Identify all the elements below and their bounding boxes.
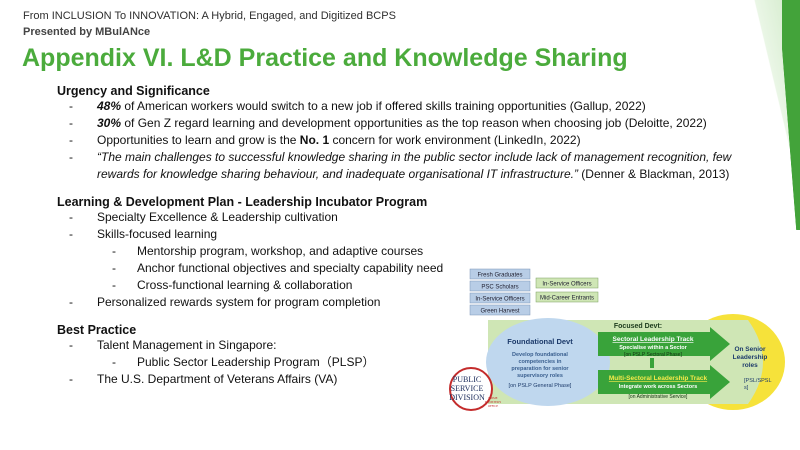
- senior-title: Leadership: [733, 354, 768, 361]
- foundational-desc: Develop foundational: [512, 352, 568, 358]
- public-service-division-logo: PUBLIC SERVICE DIVISION PRIME MINISTER'S…: [449, 367, 502, 411]
- sectoral-phase: [on PSLP Sectoral Phase]: [624, 352, 682, 358]
- entry-right-group: In-Service Officers Mid-Career Entrants: [535, 277, 599, 303]
- entry-in-service-officers: In-Service Officers: [542, 282, 591, 288]
- bullet-text: Specialty Excellence & Leadership cultiv…: [97, 210, 338, 224]
- bullet-text: The U.S. Department of Veterans Affairs …: [97, 372, 338, 386]
- bullet-dash: -: [69, 99, 73, 113]
- bullet-dash: -: [69, 338, 73, 352]
- bullet-text: of American workers would switch to a ne…: [121, 99, 646, 113]
- list-item: - Opportunities to learn and grow is the…: [57, 132, 757, 149]
- senior-phase: [PSL/SPSL: [744, 378, 772, 384]
- stat-48: 48%: [97, 99, 122, 113]
- entry-psc-scholars: PSC Scholars: [481, 285, 518, 291]
- corner-accent-dark: [782, 0, 800, 230]
- entry-fresh-graduates: Fresh Graduates: [477, 273, 522, 279]
- bullet-text: Cross-functional learning & collaboratio…: [137, 278, 353, 292]
- presentation-title: From INCLUSION To INNOVATION: A Hybrid, …: [23, 10, 396, 22]
- multi-sectoral-arrow: [598, 365, 730, 399]
- entry-left-group: Fresh Graduates PSC Scholars In-Service …: [469, 268, 531, 316]
- logo-text: DIVISION: [449, 393, 485, 402]
- list-item: - The U.S. Department of Veterans Affair…: [57, 371, 757, 388]
- foundational-desc: supervisory roles: [517, 373, 563, 379]
- stat-30: 30%: [97, 116, 122, 130]
- foundational-desc: competencies in: [518, 359, 562, 365]
- bullet-text: Anchor functional objectives and special…: [137, 261, 444, 275]
- presenter-line: Presented by MBulANce: [23, 26, 151, 38]
- senior-phase: s]: [744, 385, 749, 391]
- list-item: - Skills-focused learning: [57, 226, 757, 243]
- entry-in-service: In-Service Officers: [475, 297, 524, 303]
- multi-sub: Integrate work across Sectors: [619, 384, 698, 390]
- bullet-dash: -: [69, 372, 73, 386]
- bullet-text: Mentorship program, workshop, and adapti…: [137, 244, 424, 258]
- bullet-dash: -: [69, 227, 73, 241]
- bullet-dash: -: [69, 210, 73, 224]
- list-item: - Personalized rewards system for progra…: [57, 294, 757, 311]
- list-item: - Public Sector Leadership Program（PLSP）: [57, 354, 757, 371]
- bullet-text: of Gen Z regard learning and development…: [121, 116, 707, 130]
- focused-title: Focused Devt:: [614, 323, 662, 330]
- track-connector: [650, 358, 654, 368]
- multi-phase: [on Administrative Service]: [629, 394, 689, 400]
- foundational-phase: [on PSLP General Phase]: [509, 383, 572, 389]
- entry-green-harvest: Green Harvest: [480, 309, 519, 315]
- best-practice-heading: Best Practice: [57, 323, 137, 337]
- foundational-title: Foundational Devt: [507, 337, 573, 346]
- stat-no1: No. 1: [299, 133, 330, 147]
- senior-title: roles: [742, 362, 758, 369]
- list-item: - Anchor functional objectives and speci…: [57, 260, 757, 277]
- list-item: - 30% of Gen Z regard learning and devel…: [57, 115, 757, 132]
- multi-title: Multi-Sectoral Leadership Track: [609, 375, 708, 382]
- plan-heading: Learning & Development Plan - Leadership…: [57, 195, 428, 209]
- sectoral-sub: Specialise within a Sector: [619, 345, 687, 351]
- logo-small: MINISTER'S: [485, 400, 502, 404]
- foundational-ellipse: [486, 318, 610, 406]
- list-item: - “The main challenges to successful kno…: [57, 149, 752, 183]
- list-item: - Specialty Excellence & Leadership cult…: [57, 209, 757, 226]
- bullet-text: Opportunities to learn and grow is the: [97, 133, 300, 147]
- bullet-dash: -: [69, 150, 73, 164]
- bullet-text: concern for work environment (LinkedIn, …: [329, 133, 581, 147]
- list-item: - Cross-functional learning & collaborat…: [57, 277, 757, 294]
- senior-title: On Senior: [734, 346, 766, 353]
- bullet-text: Talent Management in Singapore:: [97, 338, 277, 352]
- bullet-dash: -: [112, 278, 116, 292]
- logo-small: PRIME: [488, 396, 497, 400]
- bullet-text: Personalized rewards system for program …: [97, 295, 381, 309]
- bullet-dash: -: [112, 355, 116, 369]
- logo-text: PUBLIC: [453, 375, 481, 384]
- entry-mid-career: Mid-Career Entrants: [540, 296, 594, 302]
- list-item: - 48% of American workers would switch t…: [57, 98, 757, 115]
- logo-small: OFFICE: [488, 404, 499, 408]
- bullet-dash: -: [112, 244, 116, 258]
- bullet-dash: -: [112, 261, 116, 275]
- foundational-desc: preparation for senior: [511, 366, 569, 372]
- list-item: - Talent Management in Singapore:: [57, 337, 757, 354]
- bullet-text: Public Sector Leadership Program（PLSP）: [137, 355, 375, 369]
- sectoral-arrow: [598, 327, 730, 361]
- urgency-heading: Urgency and Significance: [57, 84, 210, 98]
- logo-text: SERVICE: [451, 384, 484, 393]
- sectoral-title: Sectoral Leadership Track: [613, 336, 694, 343]
- slide-title: Appendix VI. L&D Practice and Knowledge …: [22, 44, 628, 72]
- list-item: - Mentorship program, workshop, and adap…: [57, 243, 757, 260]
- slide-body: Urgency and Significance - 48% of Americ…: [57, 84, 757, 388]
- bullet-dash: -: [69, 295, 73, 309]
- pslp-diagram: Fresh Graduates PSC Scholars In-Service …: [469, 268, 785, 410]
- quote-text: “The main challenges to successful knowl…: [97, 150, 732, 181]
- bullet-text: Skills-focused learning: [97, 227, 218, 241]
- bullet-dash: -: [69, 133, 73, 147]
- citation-text: (Denner & Blackman, 2013): [577, 167, 730, 181]
- bullet-dash: -: [69, 116, 73, 130]
